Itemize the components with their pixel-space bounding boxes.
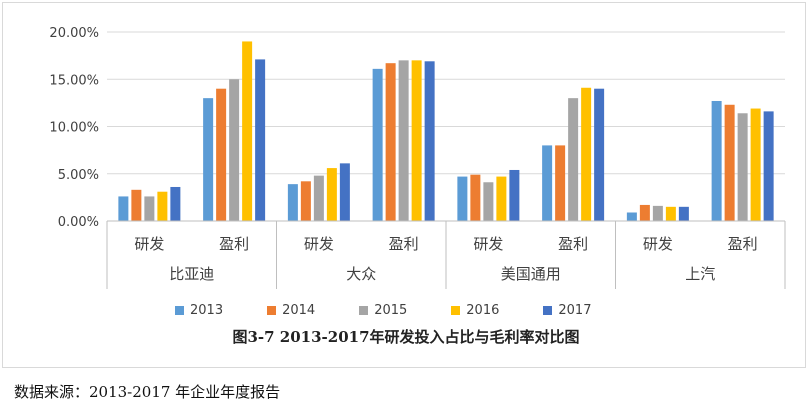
x-group-label: 大众	[346, 265, 376, 283]
y-tick-label: 0.00%	[58, 215, 99, 230]
source-note: 数据来源：2013-2017 年企业年度报告	[14, 383, 281, 401]
x-category-label: 研发	[473, 235, 503, 253]
bar-2016-5	[581, 87, 592, 221]
bar-2014-2	[300, 181, 311, 221]
bar-2016-0	[157, 191, 168, 221]
legend-swatch	[451, 305, 461, 315]
bar-2017-4	[509, 169, 520, 221]
bar-2016-3	[411, 60, 422, 221]
legend-label: 2017	[558, 302, 592, 318]
legend-swatch	[267, 305, 277, 315]
bar-2017-3	[424, 61, 435, 221]
bar-2015-4	[483, 182, 494, 221]
bar-2017-7	[763, 111, 774, 221]
legend-swatch	[359, 305, 369, 315]
bar-2013-3	[372, 68, 383, 221]
y-tick-label: 20.00%	[49, 26, 99, 41]
legend-label: 2014	[282, 302, 316, 318]
bar-2016-2	[326, 168, 337, 221]
bar-2017-0	[170, 186, 181, 221]
bar-2014-4	[470, 174, 481, 221]
bar-2013-1	[203, 98, 214, 221]
bar-2015-6	[652, 205, 663, 221]
bar-2015-0	[144, 196, 155, 221]
legend-item-2014: 2014	[267, 303, 315, 318]
bar-2017-5	[594, 88, 605, 221]
x-category-label: 研发	[134, 235, 164, 253]
bar-2015-5	[568, 98, 579, 221]
bar-2017-6	[678, 206, 689, 221]
bar-2013-5	[542, 145, 553, 221]
bar-2014-3	[385, 63, 396, 222]
bar-2013-4	[457, 176, 468, 221]
x-group-label: 比亚迪	[169, 265, 214, 283]
x-group-label: 上汽	[685, 265, 715, 283]
bar-2013-7	[711, 100, 722, 221]
x-category-label: 盈利	[728, 235, 758, 253]
bar-2016-7	[750, 108, 761, 221]
bar-2013-6	[626, 212, 637, 221]
x-category-label: 盈利	[219, 235, 249, 253]
bar-2015-2	[313, 175, 324, 221]
x-category-label: 盈利	[389, 235, 419, 253]
bar-2014-5	[555, 145, 566, 221]
bar-2016-4	[496, 176, 507, 221]
bar-2014-7	[724, 104, 735, 221]
bar-2017-2	[339, 163, 350, 221]
legend-label: 2016	[466, 302, 500, 318]
bar-2015-3	[398, 60, 409, 221]
legend-label: 2013	[190, 302, 224, 318]
legend-swatch	[175, 305, 184, 315]
bar-2016-6	[665, 206, 676, 221]
bar-2015-1	[229, 79, 240, 221]
bar-2014-6	[639, 204, 650, 221]
legend-item-2015: 2015	[359, 303, 407, 318]
x-category-label: 研发	[643, 235, 673, 253]
y-tick-label: 5.00%	[58, 168, 99, 183]
bar-2013-0	[118, 196, 129, 221]
legend-label: 2015	[374, 302, 408, 318]
bar-2014-1	[216, 88, 227, 221]
y-tick-label: 10.00%	[49, 121, 99, 136]
x-category-label: 盈利	[558, 235, 588, 253]
legend-item-2013: 2013	[175, 303, 223, 318]
chart-title: 图3-7 2013-2017年研发投入占比与毛利率对比图	[232, 328, 580, 346]
x-category-label: 研发	[304, 235, 334, 253]
legend-item-2017: 2017	[543, 303, 591, 318]
legend-item-2016: 2016	[451, 303, 499, 318]
bar-2016-1	[242, 41, 253, 222]
bar-2014-0	[131, 189, 142, 221]
bar-2017-1	[255, 59, 266, 221]
chart-legend: 2013 2014 2015 2016 2017	[175, 302, 635, 318]
y-tick-label: 15.00%	[49, 73, 99, 88]
chart-frame: 0.00% 5.00% 10.00% 15.00% 20.00% 研发 盈利 比亚迪 研发 盈利…	[2, 2, 806, 368]
bar-2015-7	[737, 113, 748, 221]
x-group-label: 美国通用	[501, 265, 561, 283]
bar-2013-2	[287, 184, 298, 221]
legend-swatch	[543, 305, 553, 315]
